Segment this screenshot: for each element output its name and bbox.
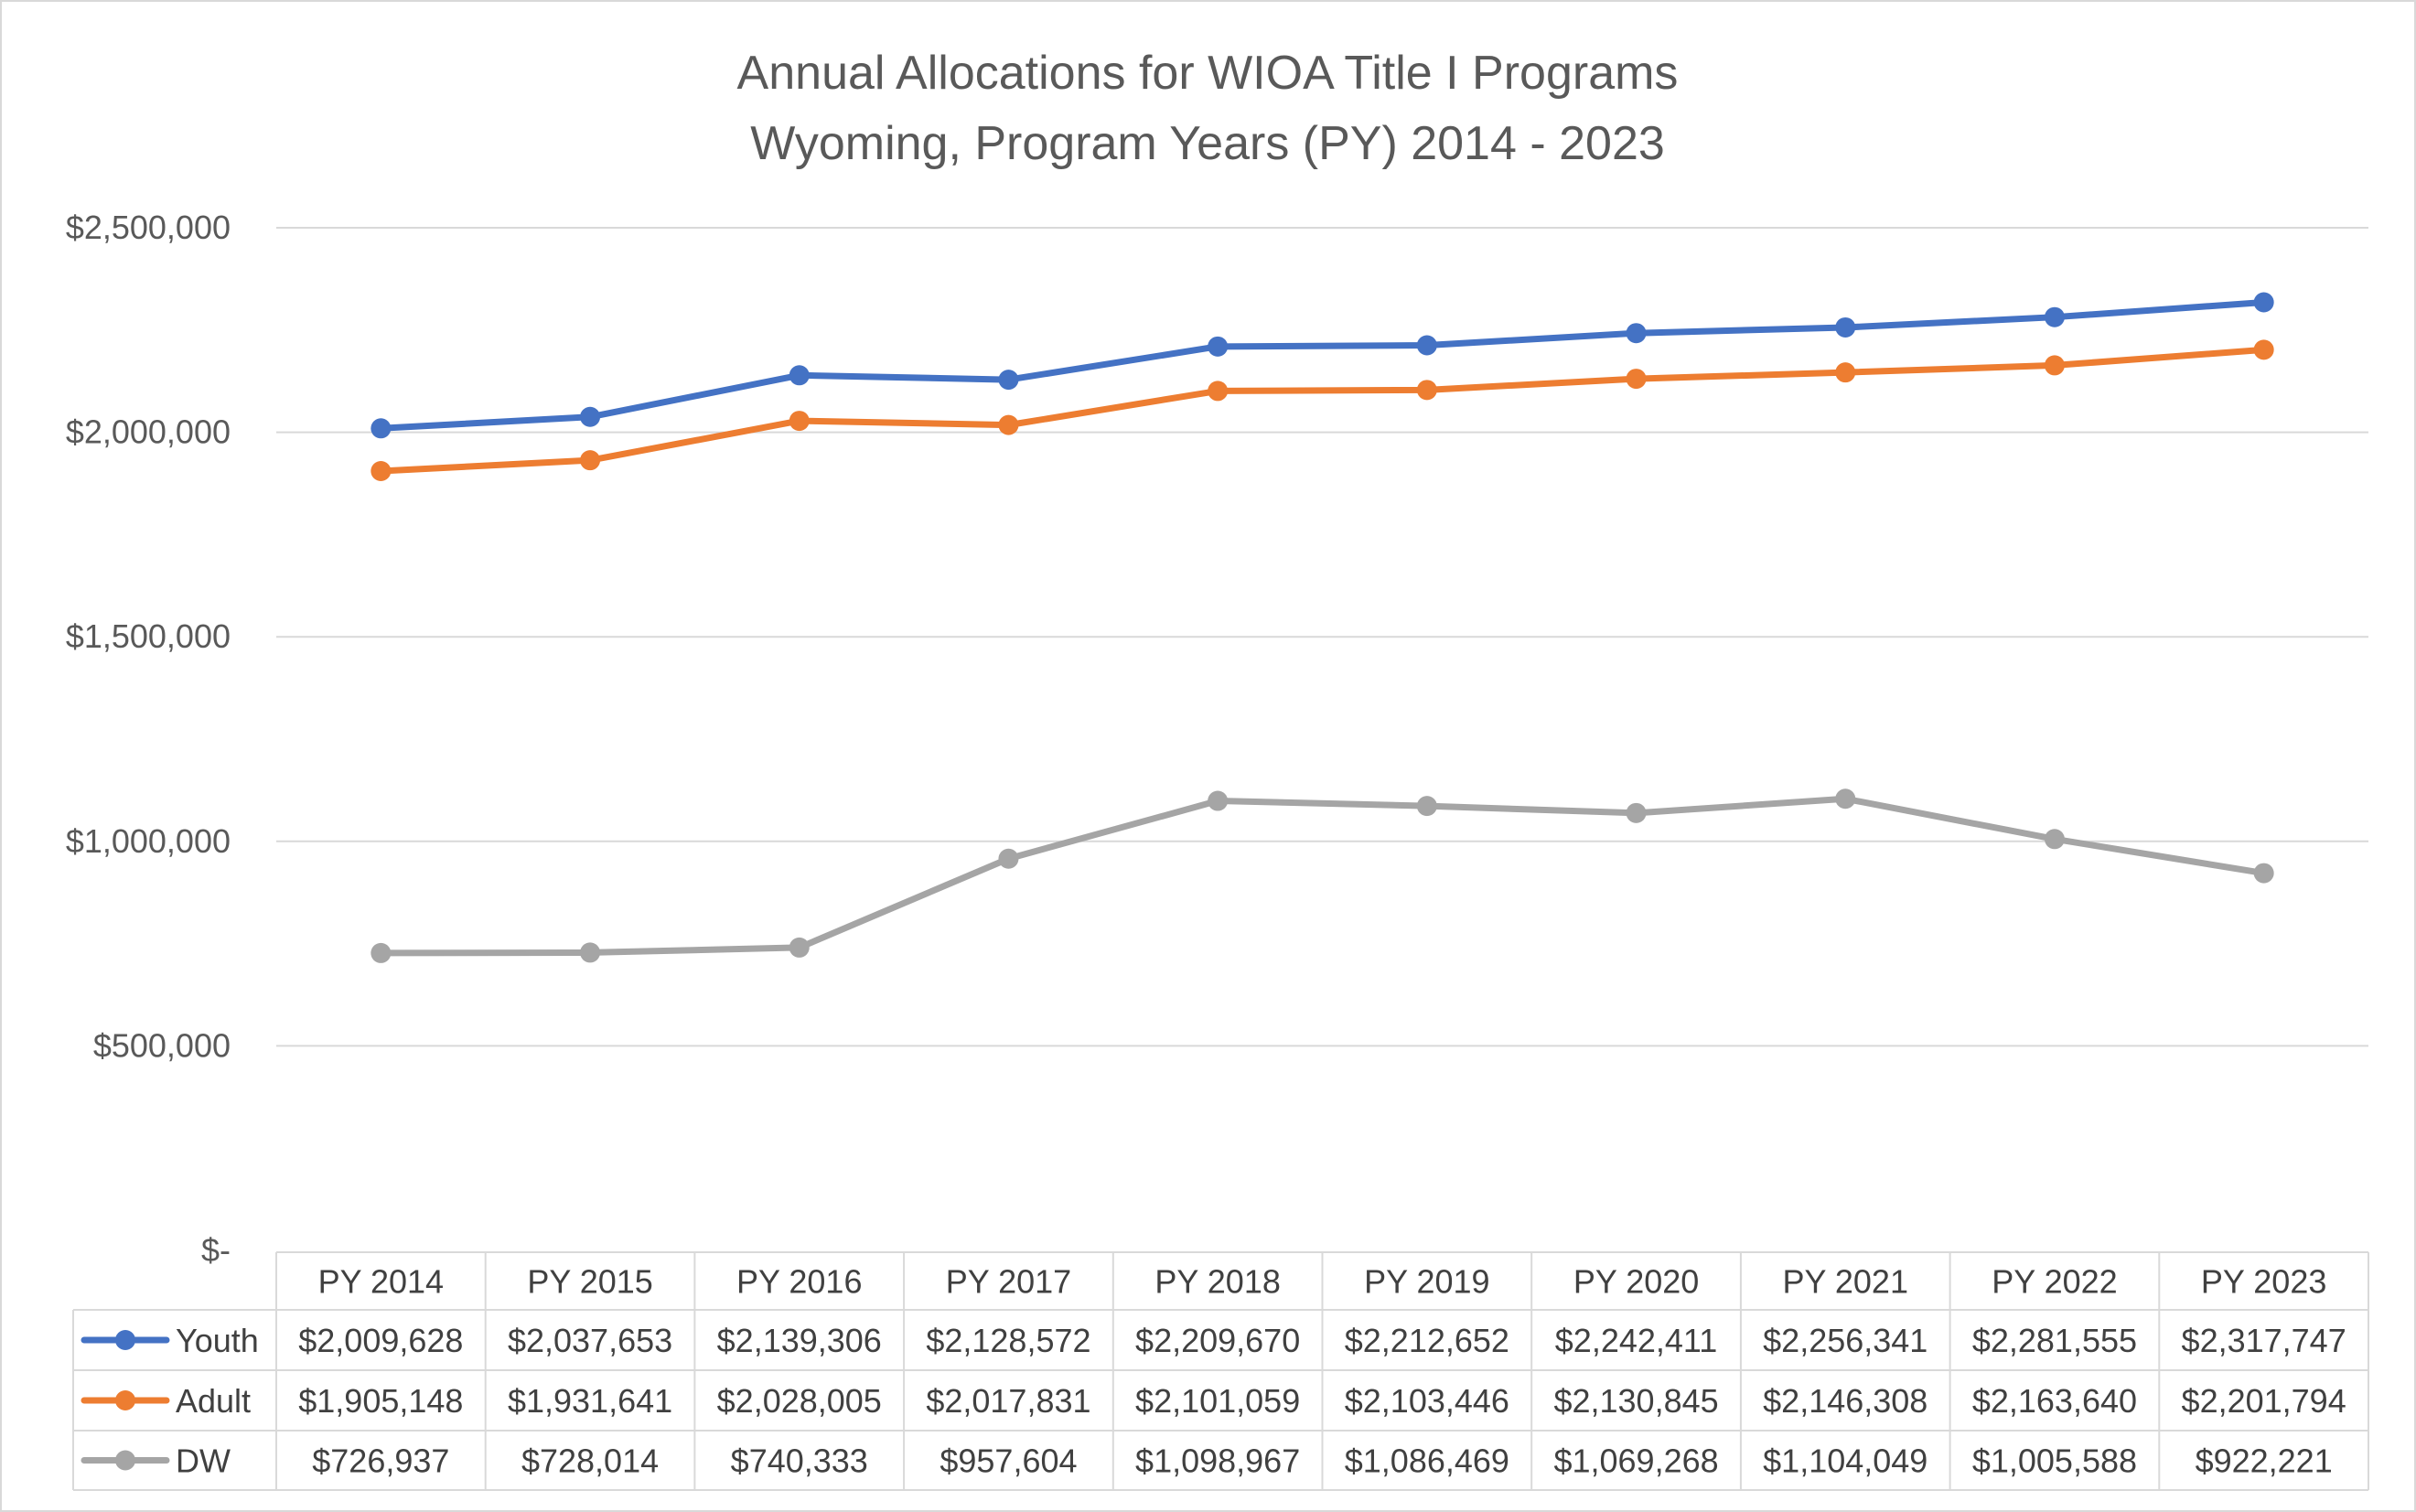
data-point-youth: [580, 406, 601, 427]
data-label: $1,104,049: [1763, 1442, 1927, 1480]
data-label: $1,069,268: [1553, 1442, 1718, 1480]
legend-label-youth: Youth: [176, 1322, 259, 1359]
data-point-dw: [1208, 790, 1229, 811]
x-category-label: PY 2021: [1783, 1263, 1908, 1301]
data-point-adult: [2044, 355, 2065, 376]
data-label: $2,017,831: [926, 1382, 1090, 1420]
data-point-youth: [1626, 323, 1647, 344]
data-label: $2,009,628: [298, 1322, 463, 1359]
data-label: $922,221: [2196, 1442, 2333, 1480]
data-label: $726,937: [312, 1442, 449, 1480]
data-label: $2,037,653: [508, 1322, 672, 1359]
data-point-youth: [1835, 316, 1856, 338]
x-category-label: PY 2022: [1992, 1263, 2117, 1301]
series-line-dw: [377, 795, 2268, 957]
y-tick-label: $2,500,000: [66, 209, 231, 246]
data-label: $957,604: [940, 1442, 1077, 1480]
data-label: $2,139,306: [717, 1322, 882, 1359]
x-category-label: PY 2018: [1154, 1263, 1280, 1301]
x-category-label: PY 2015: [527, 1263, 652, 1301]
data-point-adult: [370, 461, 392, 482]
y-tick-label: $-: [201, 1231, 231, 1269]
data-point-adult: [1416, 380, 1437, 401]
data-label: $2,163,640: [1972, 1382, 2137, 1420]
legend-key-marker: [115, 1390, 135, 1410]
data-label: $728,014: [521, 1442, 659, 1480]
data-label: $1,005,588: [1972, 1442, 2137, 1480]
y-tick-label: $2,000,000: [66, 413, 231, 451]
data-point-youth: [2253, 292, 2274, 313]
data-point-dw: [2253, 863, 2274, 884]
data-label: $2,101,059: [1135, 1382, 1300, 1420]
x-category-label: PY 2017: [946, 1263, 1071, 1301]
data-point-adult: [1208, 381, 1229, 402]
data-label: $2,242,411: [1555, 1322, 1718, 1359]
data-label: $1,931,641: [508, 1382, 672, 1420]
data-label: $2,201,794: [2182, 1382, 2346, 1420]
data-point-youth: [1208, 336, 1229, 357]
data-point-dw: [1416, 796, 1437, 817]
data-label: $2,281,555: [1972, 1322, 2137, 1359]
series-lines: [370, 292, 2274, 963]
x-category-label: PY 2020: [1573, 1263, 1699, 1301]
data-label: $740,333: [731, 1442, 868, 1480]
data-label: $2,317,747: [2182, 1322, 2346, 1359]
y-tick-label: $1,500,000: [66, 617, 231, 655]
data-point-adult: [580, 450, 601, 471]
data-point-adult: [1626, 369, 1647, 390]
data-point-adult: [998, 414, 1019, 435]
data-point-youth: [998, 370, 1019, 391]
x-category-label: PY 2019: [1364, 1263, 1489, 1301]
chart-title: Annual Allocations for WIOA Title I Prog…: [737, 47, 1679, 100]
data-point-dw: [998, 848, 1019, 869]
data-point-dw: [370, 942, 392, 963]
data-label: $2,212,652: [1345, 1322, 1509, 1359]
data-point-youth: [370, 418, 392, 439]
data-label: $2,209,670: [1135, 1322, 1300, 1359]
data-point-youth: [789, 365, 810, 386]
legend-label-adult: Adult: [176, 1382, 251, 1420]
data-point-dw: [1626, 802, 1647, 823]
y-tick-label: $500,000: [93, 1026, 231, 1064]
data-label: $2,128,572: [926, 1322, 1090, 1359]
y-tick-label: $1,000,000: [66, 822, 231, 860]
data-point-dw: [1835, 788, 1856, 810]
series-line-adult: [377, 346, 2268, 475]
chart-subtitle: Wyoming, Program Years (PY) 2014 - 2023: [750, 117, 1665, 170]
data-label: $2,103,446: [1345, 1382, 1509, 1420]
data-label: $1,098,967: [1135, 1442, 1300, 1480]
data-point-youth: [1416, 335, 1437, 356]
data-point-adult: [1835, 362, 1856, 383]
data-label: $2,256,341: [1763, 1322, 1927, 1359]
x-category-label: PY 2014: [318, 1263, 444, 1301]
legend-key-marker: [115, 1330, 135, 1350]
data-point-adult: [2253, 339, 2274, 360]
y-axis-tick-labels: $- $500,000 $1,000,000 $1,500,000 $2,000,000…: [66, 209, 231, 1269]
data-label: $2,146,308: [1763, 1382, 1927, 1420]
data-label: $1,086,469: [1345, 1442, 1509, 1480]
data-label: $1,905,148: [298, 1382, 463, 1420]
series-line-youth: [377, 299, 2268, 432]
data-point-dw: [789, 937, 810, 958]
x-category-label: PY 2023: [2201, 1263, 2326, 1301]
legend-label-dw: DW: [176, 1442, 231, 1480]
x-category-label: PY 2016: [736, 1263, 862, 1301]
data-point-dw: [2044, 829, 2065, 850]
data-table: PY 2014 PY 2015 PY 2016 PY 2017 PY 2018 PY 20…: [72, 1251, 2369, 1491]
data-label: $2,130,845: [1553, 1382, 1718, 1420]
legend-key-marker: [115, 1450, 135, 1471]
data-point-youth: [2044, 306, 2065, 327]
data-point-adult: [789, 411, 810, 432]
data-label: $2,028,005: [717, 1382, 882, 1420]
data-point-dw: [580, 942, 601, 963]
gridlines: [276, 227, 2368, 1047]
